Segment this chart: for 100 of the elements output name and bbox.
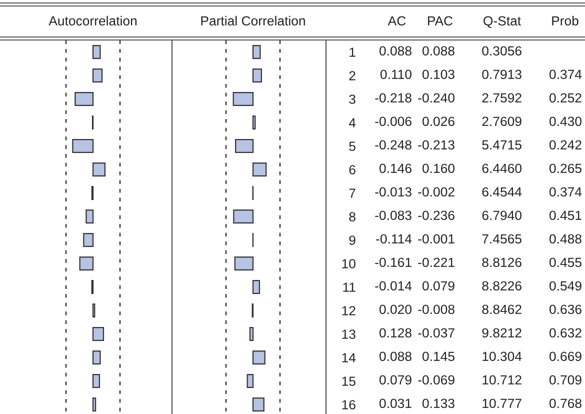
text: 6.4544 (482, 187, 522, 197)
y-tick-label: 12 (342, 306, 356, 316)
text: AC (388, 16, 406, 26)
y-tick-label: 15 (342, 376, 356, 386)
data-label: 0.079 (380, 375, 412, 385)
bar (252, 280, 260, 294)
data-label: -0.006 (375, 116, 412, 126)
text: 0.242 (550, 140, 582, 150)
text: Q-Stat (484, 16, 521, 28)
data-label: -0.069 (418, 375, 454, 385)
text: 0.455 (550, 258, 582, 268)
text: 0.7913 (482, 70, 522, 80)
bar (252, 115, 256, 130)
data-label: 0.146 (380, 164, 412, 174)
text: PAC (428, 16, 453, 26)
bar (83, 232, 94, 248)
text: 0.488 (550, 234, 582, 244)
bar (232, 92, 254, 106)
bar (86, 209, 94, 224)
data-label: 0.145 (422, 352, 454, 362)
bar (246, 374, 254, 388)
bar (252, 350, 266, 365)
bar (92, 350, 101, 365)
text: 0.549 (550, 281, 582, 291)
data-label: -0.013 (375, 187, 412, 197)
text: 10.777 (482, 398, 522, 408)
text: 9.8212 (482, 328, 522, 338)
data-label: 0.160 (422, 164, 454, 174)
bar (252, 397, 264, 412)
text: 0.636 (550, 304, 582, 314)
text: 6.7940 (482, 210, 522, 220)
text: 0.709 (550, 375, 582, 385)
y-tick-label: 5 (349, 142, 356, 151)
chart-title: Partial Correlation (201, 16, 305, 26)
data-label: -0.002 (418, 187, 454, 197)
data-label: 0.020 (380, 304, 412, 314)
bar (92, 397, 96, 412)
y-tick-label: 3 (349, 94, 356, 104)
bar (234, 256, 254, 271)
y-tick-label: 10 (342, 259, 356, 268)
data-label: 0.128 (380, 328, 412, 338)
chart-title: Autocorrelation (48, 16, 137, 26)
text: Prob (552, 16, 578, 26)
text: 5.4715 (482, 140, 522, 150)
text: 10.712 (482, 375, 522, 385)
data-label: 0.088 (380, 46, 412, 56)
text: 7.4565 (482, 234, 522, 244)
bar (252, 162, 267, 177)
text: 10.304 (482, 352, 522, 362)
y-tick-label: 16 (342, 400, 356, 410)
data-label: 0.079 (422, 281, 454, 291)
bar (92, 44, 101, 60)
y-tick-label: 1 (350, 48, 356, 57)
text: 0.430 (550, 116, 582, 126)
text: 8.8462 (482, 304, 522, 314)
data-label: -0.221 (418, 258, 454, 268)
bar (92, 374, 100, 388)
data-label: -0.161 (375, 258, 412, 268)
bar (249, 326, 254, 342)
data-label: -0.001 (418, 234, 454, 244)
text: 0.374 (550, 70, 582, 80)
bar (72, 138, 94, 154)
data-label: -0.218 (375, 93, 412, 103)
data-label: 0.103 (422, 70, 454, 80)
data-label: 0.026 (422, 116, 454, 126)
text: 0.252 (550, 93, 582, 103)
text: 0.451 (550, 210, 582, 220)
text: 0.632 (550, 328, 582, 338)
data-label: 0.110 (380, 70, 412, 80)
bar (252, 44, 261, 60)
text: 0.3056 (482, 46, 522, 56)
bar (79, 256, 94, 271)
text: 0.265 (550, 164, 582, 174)
data-label: 0.133 (422, 398, 454, 408)
data-label: -0.248 (375, 140, 412, 150)
bar (92, 68, 103, 83)
text: 0.374 (550, 187, 582, 197)
y-tick-label: 6 (349, 165, 356, 174)
y-tick-label: 7 (349, 188, 356, 198)
text: 0.669 (550, 352, 582, 362)
bar (92, 326, 104, 342)
text: 2.7592 (482, 93, 522, 103)
data-label: -0.114 (376, 234, 412, 244)
text: 8.8126 (482, 258, 522, 268)
bar (233, 209, 254, 224)
bar (235, 138, 254, 154)
y-tick-label: 8 (349, 212, 356, 222)
y-tick-label: 14 (342, 353, 356, 362)
data-label: -0.236 (418, 210, 454, 220)
text: 2.7609 (482, 116, 522, 126)
data-label: -0.008 (418, 304, 454, 314)
text: 8.8226 (482, 281, 522, 291)
y-tick-label: 9 (349, 236, 356, 245)
data-label: -0.213 (418, 140, 454, 150)
data-label: 0.088 (422, 46, 454, 56)
text: 0.768 (550, 398, 582, 408)
y-tick-label: 2 (349, 71, 356, 80)
y-tick-label: 13 (342, 330, 356, 339)
data-label: 0.031 (380, 398, 412, 408)
data-label: -0.240 (418, 93, 454, 103)
